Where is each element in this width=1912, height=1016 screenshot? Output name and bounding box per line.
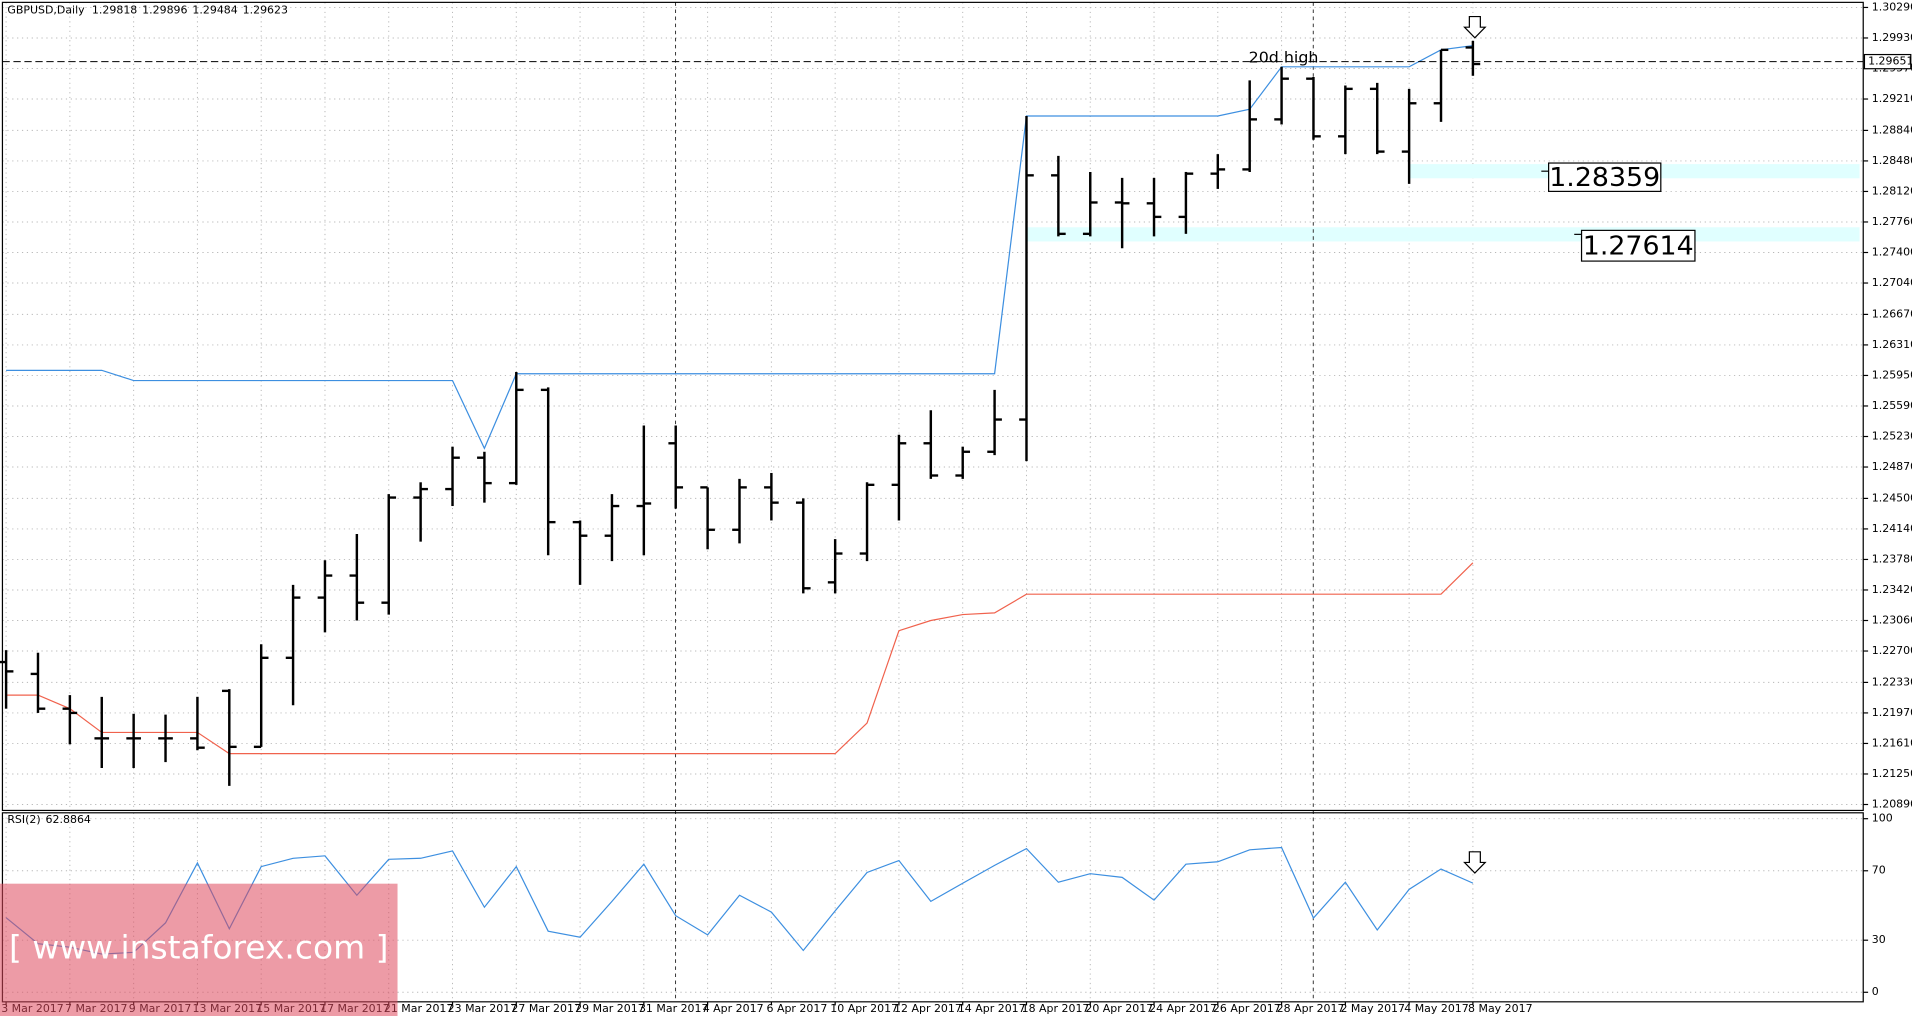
y-tick-label: 1.24500 [1872, 492, 1912, 505]
x-tick-label: 2 May 2017 [1340, 1002, 1405, 1015]
x-tick-label: 27 Mar 2017 [511, 1002, 581, 1015]
plot: 1.28359 1.27614 1.29651 [0, 40, 1912, 955]
y-tick-label: 1.29930 [1872, 31, 1912, 44]
level-label: 1.27614 [1583, 231, 1694, 262]
watermark: [ www.instaforex.com ] [9, 929, 388, 966]
arrow-down [1463, 851, 1487, 874]
x-tick-label: 10 Apr 2017 [830, 1002, 898, 1015]
symbol-title: GBPUSD,Daily [7, 4, 85, 17]
y-tick-label: 1.21250 [1872, 767, 1912, 780]
y-tick-label: 1.27040 [1872, 276, 1912, 289]
header-low: 1.29484 [192, 4, 237, 17]
x-tick-label: 12 Apr 2017 [894, 1002, 962, 1015]
watermark-box [0, 883, 398, 1016]
y-tick-label: 1.30290 [1872, 1, 1912, 14]
level-label: 1.28359 [1549, 162, 1660, 193]
channel-low-line [6, 562, 1474, 755]
rsi-title: RSI(2) [7, 813, 40, 826]
x-tick-label: 14 Apr 2017 [958, 1002, 1026, 1015]
x-tick-label: 20 Apr 2017 [1085, 1002, 1153, 1015]
y-tick-label: 1.27760 [1872, 215, 1912, 228]
x-tick-label: 24 Apr 2017 [1149, 1002, 1217, 1015]
y-tick-label: 1.25230 [1872, 430, 1912, 443]
current-price-label: 1.29651 [1868, 55, 1912, 68]
y-tick-label: 1.24140 [1872, 522, 1912, 535]
y-tick-label: 1.22700 [1872, 644, 1912, 657]
price-panel-frame [1, 1, 1864, 812]
x-tick-label: 4 May 2017 [1404, 1002, 1469, 1015]
y-tick-label: 1.21970 [1872, 706, 1912, 719]
y-tick-label: 1.23060 [1872, 614, 1912, 627]
x-tick-label: 31 Mar 2017 [639, 1002, 709, 1015]
y-tick-label: 1.26670 [1872, 308, 1912, 321]
y-tick-label: 100 [1872, 812, 1893, 825]
chart-header: GBPUSD,Daily 1.29818 1.29896 1.29484 1.29623 [7, 4, 288, 17]
y-tick-label: 1.28840 [1872, 124, 1912, 137]
x-tick-label: 29 Mar 2017 [575, 1002, 645, 1015]
header-high: 1.29896 [142, 4, 187, 17]
level-label-box [1548, 162, 1662, 192]
y-tick-label: 1.22330 [1872, 676, 1912, 689]
y-tick-label: 1.25950 [1872, 369, 1912, 382]
y-tick-label: 1.29210 [1872, 92, 1912, 105]
level-label-box [1580, 229, 1696, 262]
y-tick-label: 1.28480 [1872, 154, 1912, 167]
y-tick-label: 70 [1872, 864, 1886, 877]
y-tick-label: 1.23780 [1872, 553, 1912, 566]
y-tick-label: 1.28120 [1872, 185, 1912, 198]
y-tick-label: 0 [1872, 985, 1879, 998]
x-tick-label: 23 Mar 2017 [448, 1002, 518, 1015]
x-tick-label: 28 Apr 2017 [1277, 1002, 1345, 1015]
arrow-down [1463, 15, 1487, 39]
rsi-header: RSI(2) 62.8864 [7, 813, 91, 826]
y-tick-label: 1.24870 [1872, 460, 1912, 473]
x-tick-label: 8 May 2017 [1468, 1002, 1533, 1015]
header-close: 1.29623 [243, 4, 288, 17]
rsi-last-value: 62.8864 [46, 813, 91, 826]
current-price-box [1863, 53, 1912, 70]
annotation: 20d high [1249, 49, 1319, 67]
x-tick-label: 6 Apr 2017 [767, 1002, 828, 1015]
x-tick-label: 21 Mar 2017 [384, 1002, 454, 1015]
y-tick-label: 1.21610 [1872, 737, 1912, 750]
level-band [1026, 227, 1860, 242]
y-tick-label: 1.27400 [1872, 246, 1912, 259]
y-tick-label: 1.25590 [1872, 399, 1912, 412]
x-tick-label: 26 Apr 2017 [1213, 1002, 1281, 1015]
y-tick-label: 1.23420 [1872, 583, 1912, 596]
channel-high-line [6, 45, 1473, 450]
x-tick-label: 4 Apr 2017 [703, 1002, 764, 1015]
y-tick-label: 30 [1872, 933, 1886, 946]
x-tick-label: 18 Apr 2017 [1022, 1002, 1090, 1015]
y-tick-label: 1.26310 [1872, 338, 1912, 351]
header-open: 1.29818 [92, 4, 137, 17]
